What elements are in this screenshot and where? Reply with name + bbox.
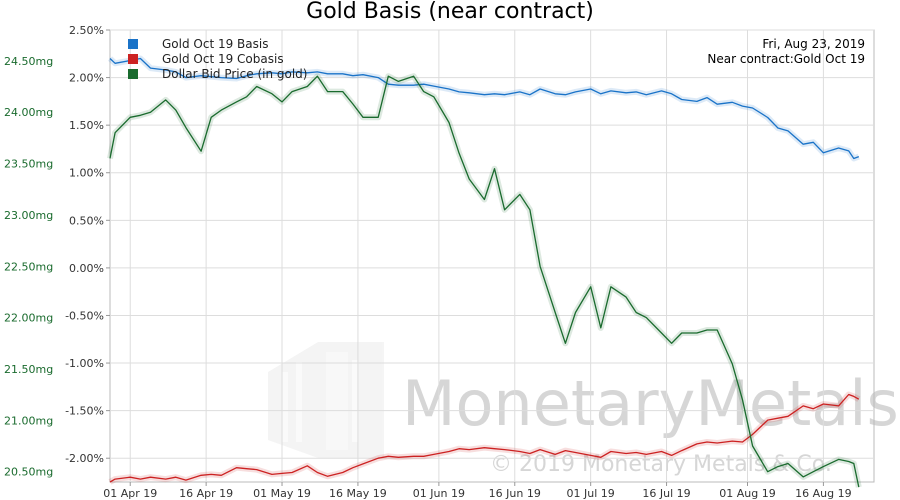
legend-swatch xyxy=(128,54,138,64)
watermark: MonetaryMetals © 2019 Monetary Metals & … xyxy=(268,342,899,477)
y-right-tick-label: 23.00mg xyxy=(4,209,53,222)
y-left-tick-label: 2.50% xyxy=(69,24,104,37)
y-right-tick-label: 21.00mg xyxy=(4,414,53,427)
series-1 xyxy=(107,55,860,162)
y-left-tick-label: 0.00% xyxy=(69,262,104,275)
legend-label: Dollar Bid Price (in gold) xyxy=(162,67,307,81)
x-tick-label: 01 Aug 19 xyxy=(719,487,775,500)
info-box: Fri, Aug 23, 2019 Near contract:Gold Oct… xyxy=(707,37,865,66)
x-tick-label: 01 Jul 19 xyxy=(567,487,615,500)
y-left-tick-label: 1.50% xyxy=(69,119,104,132)
grid xyxy=(109,29,875,483)
legend-item: Gold Oct 19 Cobasis xyxy=(128,52,284,66)
series-line xyxy=(109,57,860,160)
info-contract: Near contract:Gold Oct 19 xyxy=(707,52,865,66)
series-3 xyxy=(107,73,862,488)
x-tick-label: 16 Jul 19 xyxy=(642,487,690,500)
series-line xyxy=(109,75,860,488)
y-right-tick-label: 23.50mg xyxy=(4,158,53,171)
y-right-tick-label: 21.50mg xyxy=(4,363,53,376)
series-layer xyxy=(107,55,862,488)
y-right-tick-label: 22.50mg xyxy=(4,260,53,273)
legend-item: Gold Oct 19 Basis xyxy=(128,37,268,51)
x-tick-label: 16 Apr 19 xyxy=(179,487,233,500)
legend-item: Dollar Bid Price (in gold) xyxy=(128,67,307,81)
legend-label: Gold Oct 19 Basis xyxy=(162,37,268,51)
y-left-tick-label: 0.50% xyxy=(69,214,104,227)
watermark-copyright: © 2019 Monetary Metals & Co. xyxy=(490,452,832,477)
y-left-tick-label: -2.00% xyxy=(65,452,104,465)
series-2 xyxy=(108,391,861,485)
x-tick-label: 01 Jun 19 xyxy=(413,487,465,500)
legend-swatch xyxy=(128,39,138,49)
y-right-tick-label: 20.50mg xyxy=(4,466,53,479)
x-tick-label: 16 Aug 19 xyxy=(795,487,851,500)
x-tick-label: 01 Apr 19 xyxy=(103,487,157,500)
x-tick-label: 16 Jun 19 xyxy=(489,487,541,500)
y-right-tick-label: 22.00mg xyxy=(4,312,53,325)
chart-title: Gold Basis (near contract) xyxy=(306,0,594,24)
x-tick-label: 01 May 19 xyxy=(253,487,311,500)
y-left-tick-label: -1.50% xyxy=(65,405,104,418)
watermark-logo xyxy=(268,342,384,458)
y-left-tick-label: -0.50% xyxy=(65,309,104,322)
y-left-tick-label: -1.00% xyxy=(65,357,104,370)
info-date: Fri, Aug 23, 2019 xyxy=(762,37,865,51)
legend-label: Gold Oct 19 Cobasis xyxy=(162,52,284,66)
watermark-brand: MonetaryMetals xyxy=(402,367,899,440)
axes: 2.50% 2.00% 1.50% 1.00% 0.50% 0.00% -0.50% -1.0… xyxy=(4,24,852,500)
y-right-tick-label: 24.50mg xyxy=(4,55,53,68)
series-line xyxy=(109,393,860,483)
legend-swatch xyxy=(128,69,138,79)
y-right-tick-label: 24.00mg xyxy=(4,106,53,119)
x-tick-label: 16 May 19 xyxy=(329,487,387,500)
y-left-tick-label: 2.00% xyxy=(69,72,104,85)
y-left-tick-label: 1.00% xyxy=(69,167,104,180)
